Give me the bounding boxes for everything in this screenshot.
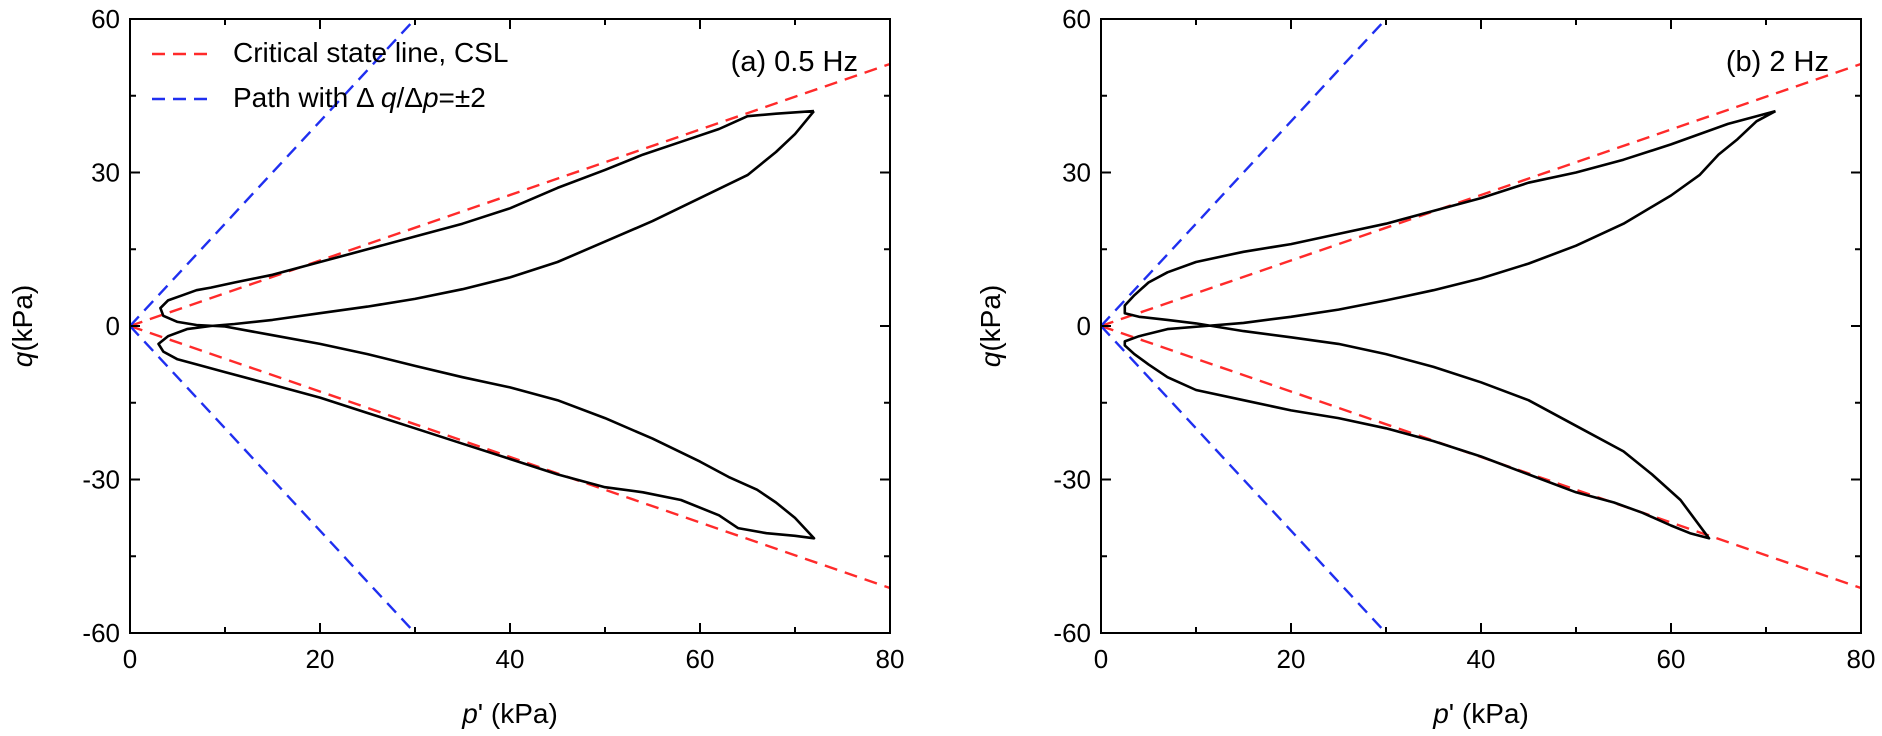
- y-axis-label-unit: (kPa): [975, 285, 1006, 352]
- x-tick-label: 0: [123, 644, 137, 674]
- series-group: [1101, 19, 1861, 633]
- x-tick-label: 80: [1847, 644, 1876, 674]
- x-tick-label: 40: [496, 644, 525, 674]
- y-tick-label: 60: [1062, 4, 1091, 34]
- legend-label-part: =±2: [439, 82, 486, 113]
- x-tick-label: 60: [686, 644, 715, 674]
- y-tick-label: 30: [91, 158, 120, 188]
- panel-b: 0 20 40 60 80 -60 -30 0 30 60 p' (kPa) q(kPa) (b) 2 …: [975, 4, 1875, 729]
- legend-label-part: Path with Δ: [233, 82, 381, 113]
- x-tick-label: 0: [1094, 644, 1108, 674]
- y-tick-label: -60: [1053, 618, 1091, 648]
- csl-line: [130, 324, 890, 590]
- stress-path-loop: [157, 109, 816, 540]
- slope-2-path-line: [1101, 19, 1387, 327]
- x-tick-label: 80: [876, 644, 905, 674]
- legend-label: Critical state line, CSL: [233, 37, 508, 68]
- y-axis-label-unit: (kPa): [7, 285, 38, 352]
- y-axis-label-italic: q: [7, 351, 38, 367]
- slope-2-path-line: [130, 19, 416, 327]
- panel-label: (b) 2 Hz: [1726, 46, 1829, 78]
- y-axis-label-italic: q: [975, 351, 1006, 367]
- legend: Critical state line, CSL Path with Δ q/Δp…: [152, 37, 508, 113]
- legend-label: Path with Δ q/Δp=±2: [233, 82, 486, 113]
- x-tick-label: 60: [1657, 644, 1686, 674]
- y-axis-label: q(kPa): [7, 285, 38, 367]
- y-tick-label: -30: [1053, 465, 1091, 495]
- y-tick-label: 0: [106, 311, 120, 341]
- y-tick-label: 30: [1062, 158, 1091, 188]
- x-axis-label-italic: p: [1432, 698, 1449, 729]
- legend-label-part: /Δ: [396, 82, 422, 113]
- x-axis-label: p' (kPa): [461, 698, 558, 729]
- x-tick-label: 20: [306, 644, 335, 674]
- csl-line: [1101, 62, 1861, 328]
- panel-label: (a) 0.5 Hz: [731, 46, 858, 78]
- csl-line: [130, 62, 890, 328]
- x-tick-label: 40: [1467, 644, 1496, 674]
- x-axis-label-italic: p: [461, 698, 478, 729]
- x-axis-label-unit: ' (kPa): [1449, 698, 1529, 729]
- x-axis-label-unit: ' (kPa): [478, 698, 558, 729]
- legend-label-part: p: [422, 82, 439, 113]
- slope-2-path-line: [130, 325, 416, 633]
- y-tick-label: -30: [82, 465, 120, 495]
- series-group: [130, 19, 890, 633]
- stress-path-loop: [1123, 109, 1777, 540]
- y-tick-label: 60: [91, 4, 120, 34]
- y-axis-label: q(kPa): [975, 285, 1006, 367]
- x-axis-label: p' (kPa): [1432, 698, 1529, 729]
- slope-2-path-line: [1101, 325, 1387, 633]
- y-tick-label: -60: [82, 618, 120, 648]
- x-tick-label: 20: [1277, 644, 1306, 674]
- legend-label-part: q: [381, 82, 397, 113]
- y-tick-label: 0: [1077, 311, 1091, 341]
